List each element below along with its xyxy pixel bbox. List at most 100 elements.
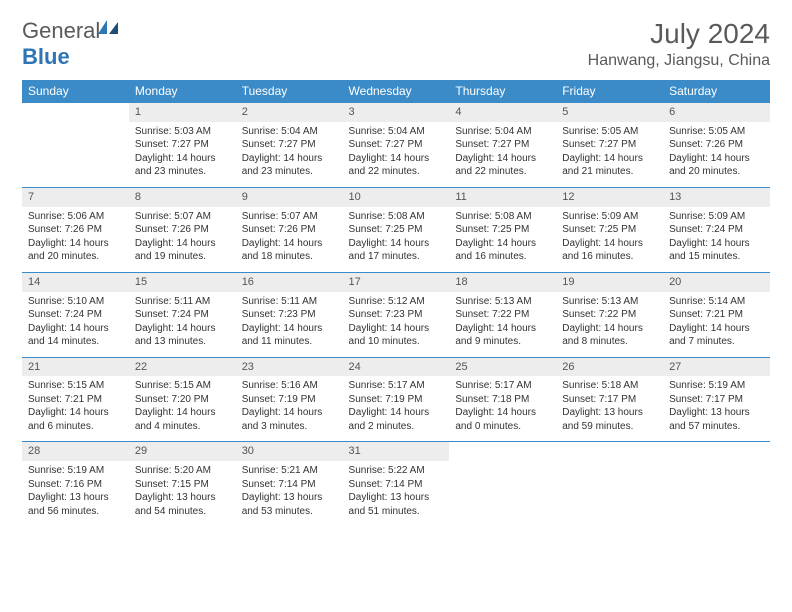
daylight-line2: and 15 minutes.	[669, 250, 764, 264]
calendar-cell: 30Sunrise: 5:21 AMSunset: 7:14 PMDayligh…	[236, 442, 343, 526]
daylight-line2: and 10 minutes.	[349, 335, 444, 349]
day-number: 1	[129, 103, 236, 122]
sunset: Sunset: 7:27 PM	[455, 138, 550, 152]
daylight-line2: and 14 minutes.	[28, 335, 123, 349]
sunset: Sunset: 7:24 PM	[669, 223, 764, 237]
daylight-line1: Daylight: 14 hours	[135, 406, 230, 420]
daylight-line2: and 3 minutes.	[242, 420, 337, 434]
sunrise: Sunrise: 5:15 AM	[28, 379, 123, 393]
sunrise: Sunrise: 5:08 AM	[455, 210, 550, 224]
sunset: Sunset: 7:24 PM	[28, 308, 123, 322]
daylight-line2: and 53 minutes.	[242, 505, 337, 519]
sunrise: Sunrise: 5:16 AM	[242, 379, 337, 393]
daylight-line1: Daylight: 14 hours	[455, 406, 550, 420]
daylight-line1: Daylight: 14 hours	[562, 152, 657, 166]
day-content: Sunrise: 5:04 AMSunset: 7:27 PMDaylight:…	[236, 122, 343, 187]
weekday-header: Thursday	[449, 80, 556, 103]
day-number: 10	[343, 188, 450, 207]
sunset: Sunset: 7:27 PM	[349, 138, 444, 152]
calendar-cell	[449, 442, 556, 526]
daylight-line2: and 16 minutes.	[562, 250, 657, 264]
sunrise: Sunrise: 5:08 AM	[349, 210, 444, 224]
sunrise: Sunrise: 5:05 AM	[669, 125, 764, 139]
daylight-line1: Daylight: 14 hours	[349, 152, 444, 166]
calendar-cell: 14Sunrise: 5:10 AMSunset: 7:24 PMDayligh…	[22, 272, 129, 357]
calendar-cell: 8Sunrise: 5:07 AMSunset: 7:26 PMDaylight…	[129, 187, 236, 272]
day-content: Sunrise: 5:05 AMSunset: 7:26 PMDaylight:…	[663, 122, 770, 187]
sunset: Sunset: 7:25 PM	[455, 223, 550, 237]
logo-text: General Blue	[22, 18, 120, 70]
sunrise: Sunrise: 5:04 AM	[455, 125, 550, 139]
day-content: Sunrise: 5:07 AMSunset: 7:26 PMDaylight:…	[129, 207, 236, 272]
sunrise: Sunrise: 5:03 AM	[135, 125, 230, 139]
day-number: 5	[556, 103, 663, 122]
day-content: Sunrise: 5:06 AMSunset: 7:26 PMDaylight:…	[22, 207, 129, 272]
sunrise: Sunrise: 5:11 AM	[135, 295, 230, 309]
daylight-line1: Daylight: 14 hours	[242, 322, 337, 336]
calendar-cell: 6Sunrise: 5:05 AMSunset: 7:26 PMDaylight…	[663, 103, 770, 188]
daylight-line2: and 2 minutes.	[349, 420, 444, 434]
sunrise: Sunrise: 5:07 AM	[135, 210, 230, 224]
sunrise: Sunrise: 5:11 AM	[242, 295, 337, 309]
sunset: Sunset: 7:26 PM	[28, 223, 123, 237]
sunrise: Sunrise: 5:09 AM	[562, 210, 657, 224]
daylight-line1: Daylight: 14 hours	[28, 406, 123, 420]
calendar-cell: 31Sunrise: 5:22 AMSunset: 7:14 PMDayligh…	[343, 442, 450, 526]
daylight-line2: and 22 minutes.	[349, 165, 444, 179]
sunrise: Sunrise: 5:13 AM	[455, 295, 550, 309]
daylight-line1: Daylight: 14 hours	[349, 237, 444, 251]
day-content: Sunrise: 5:04 AMSunset: 7:27 PMDaylight:…	[449, 122, 556, 187]
day-number: 12	[556, 188, 663, 207]
daylight-line1: Daylight: 14 hours	[242, 237, 337, 251]
sunset: Sunset: 7:25 PM	[349, 223, 444, 237]
day-number: 2	[236, 103, 343, 122]
calendar-cell: 22Sunrise: 5:15 AMSunset: 7:20 PMDayligh…	[129, 357, 236, 442]
day-number: 11	[449, 188, 556, 207]
sunrise: Sunrise: 5:12 AM	[349, 295, 444, 309]
day-content: Sunrise: 5:18 AMSunset: 7:17 PMDaylight:…	[556, 376, 663, 441]
calendar-cell: 5 Sunrise: 5:05 AMSunset: 7:27 PMDaylight…	[556, 103, 663, 188]
sunset: Sunset: 7:22 PM	[562, 308, 657, 322]
daylight-line1: Daylight: 14 hours	[455, 322, 550, 336]
daylight-line1: Daylight: 14 hours	[455, 237, 550, 251]
sunset: Sunset: 7:27 PM	[135, 138, 230, 152]
sunset: Sunset: 7:25 PM	[562, 223, 657, 237]
day-content: Sunrise: 5:17 AMSunset: 7:18 PMDaylight:…	[449, 376, 556, 441]
day-content: Sunrise: 5:15 AMSunset: 7:21 PMDaylight:…	[22, 376, 129, 441]
sunset: Sunset: 7:19 PM	[349, 393, 444, 407]
sunrise: Sunrise: 5:13 AM	[562, 295, 657, 309]
daylight-line1: Daylight: 14 hours	[349, 322, 444, 336]
calendar-cell: 27Sunrise: 5:19 AMSunset: 7:17 PMDayligh…	[663, 357, 770, 442]
day-content: Sunrise: 5:08 AMSunset: 7:25 PMDaylight:…	[449, 207, 556, 272]
daylight-line2: and 4 minutes.	[135, 420, 230, 434]
sunset: Sunset: 7:27 PM	[562, 138, 657, 152]
day-number: 28	[22, 442, 129, 461]
title-block: July 2024 Hanwang, Jiangsu, China	[588, 18, 770, 70]
day-content: Sunrise: 5:11 AMSunset: 7:24 PMDaylight:…	[129, 292, 236, 357]
daylight-line1: Daylight: 14 hours	[28, 322, 123, 336]
day-number: 9	[236, 188, 343, 207]
day-number: 30	[236, 442, 343, 461]
daylight-line2: and 19 minutes.	[135, 250, 230, 264]
daylight-line2: and 22 minutes.	[455, 165, 550, 179]
day-content: Sunrise: 5:14 AMSunset: 7:21 PMDaylight:…	[663, 292, 770, 357]
sunset: Sunset: 7:21 PM	[669, 308, 764, 322]
sunrise: Sunrise: 5:05 AM	[562, 125, 657, 139]
daylight-line1: Daylight: 13 hours	[135, 491, 230, 505]
day-number: 18	[449, 273, 556, 292]
daylight-line1: Daylight: 14 hours	[135, 237, 230, 251]
daylight-line2: and 23 minutes.	[135, 165, 230, 179]
daylight-line1: Daylight: 13 hours	[349, 491, 444, 505]
sunrise: Sunrise: 5:18 AM	[562, 379, 657, 393]
location: Hanwang, Jiangsu, China	[588, 52, 770, 70]
sunrise: Sunrise: 5:14 AM	[669, 295, 764, 309]
calendar-cell: 16Sunrise: 5:11 AMSunset: 7:23 PMDayligh…	[236, 272, 343, 357]
day-content: Sunrise: 5:17 AMSunset: 7:19 PMDaylight:…	[343, 376, 450, 441]
calendar-row: 21Sunrise: 5:15 AMSunset: 7:21 PMDayligh…	[22, 357, 770, 442]
sunrise: Sunrise: 5:22 AM	[349, 464, 444, 478]
calendar-cell: 18Sunrise: 5:13 AMSunset: 7:22 PMDayligh…	[449, 272, 556, 357]
daylight-line2: and 57 minutes.	[669, 420, 764, 434]
sunrise: Sunrise: 5:19 AM	[669, 379, 764, 393]
calendar-cell: 15Sunrise: 5:11 AMSunset: 7:24 PMDayligh…	[129, 272, 236, 357]
calendar-row: 7Sunrise: 5:06 AMSunset: 7:26 PMDaylight…	[22, 187, 770, 272]
